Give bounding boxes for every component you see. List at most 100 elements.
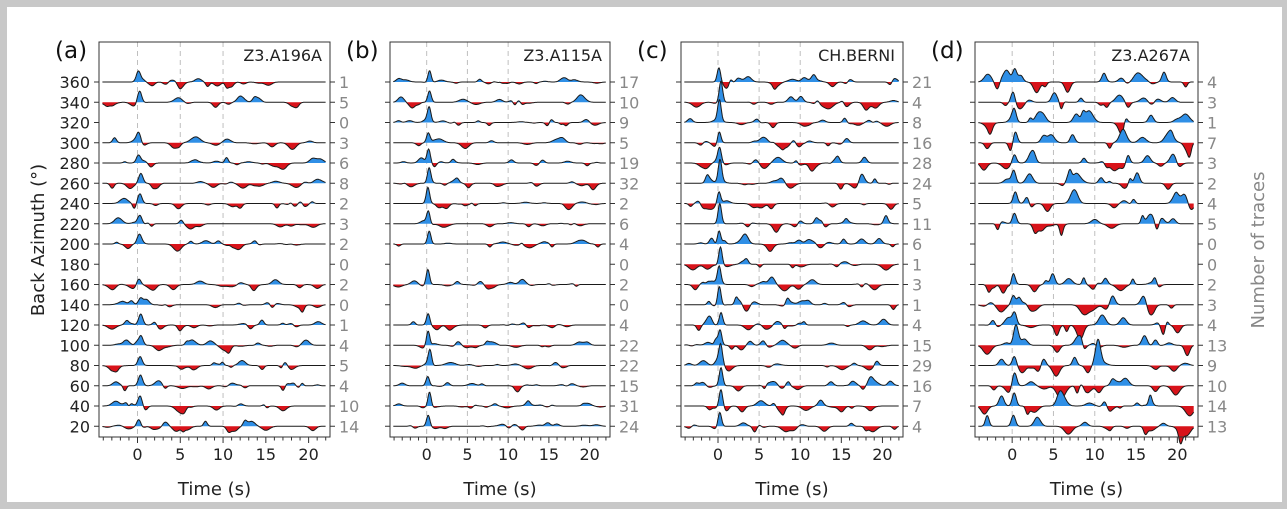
trace-line	[393, 348, 606, 370]
x-tick-label: 20	[579, 445, 599, 464]
negative-fill	[978, 345, 1194, 356]
trace-line	[684, 80, 899, 111]
negative-fill	[102, 426, 326, 433]
trace-baz-120	[393, 313, 606, 331]
negative-fill	[393, 223, 606, 228]
negative-fill	[102, 163, 326, 170]
trace-count-label: 16	[912, 134, 932, 153]
trace-count-label: 10	[619, 93, 639, 112]
trace-count-label: 2	[339, 195, 349, 214]
panel-label: (c)	[637, 38, 668, 64]
trace-line	[684, 366, 899, 392]
trace-count-label: 1	[912, 255, 922, 274]
trace-count-label: 13	[1207, 336, 1227, 355]
negative-fill	[978, 223, 1194, 236]
trace-count-label: 5	[339, 357, 349, 376]
trace-count-label: 0	[339, 296, 349, 315]
y-tick-label: 200	[59, 235, 90, 254]
trace-baz-260	[684, 158, 899, 190]
trace-baz-80	[684, 342, 899, 372]
positive-fill	[102, 91, 326, 103]
negative-fill	[393, 244, 606, 248]
y-tick-label: 220	[59, 215, 90, 234]
positive-fill	[684, 286, 899, 305]
negative-fill	[978, 203, 1194, 212]
positive-fill	[102, 297, 326, 305]
trace-baz-120	[978, 311, 1194, 340]
trace-count-label: 8	[912, 114, 922, 133]
trace-count-label: 4	[1207, 73, 1217, 92]
x-tick-label: 15	[539, 445, 559, 464]
trace-line	[978, 294, 1194, 316]
positive-fill	[978, 68, 1194, 82]
negative-fill	[684, 345, 899, 350]
trace-line	[393, 375, 606, 393]
negative-fill	[102, 102, 326, 108]
trace-baz-40	[684, 389, 899, 416]
trace-count-label: 13	[1207, 417, 1227, 436]
trace-line	[978, 67, 1194, 94]
trace-baz-140	[102, 297, 326, 313]
trace-line	[684, 389, 899, 416]
trace-count-label: 5	[339, 93, 349, 112]
x-axis-label: Time (s)	[1049, 479, 1123, 500]
axes-box	[974, 41, 1199, 438]
trace-line	[102, 356, 326, 373]
y-tick-label: 240	[59, 195, 90, 214]
trace-baz-20	[102, 419, 326, 433]
station-name: CH.BERNI	[818, 46, 895, 65]
negative-fill	[684, 304, 899, 312]
trace-count-label: 1	[1207, 114, 1217, 133]
trace-count-label: 2	[619, 195, 629, 214]
positive-fill	[393, 70, 606, 82]
trace-count-label: 4	[1207, 316, 1217, 335]
y-tick-label: 340	[59, 93, 90, 112]
trace-baz-20	[684, 411, 899, 433]
y-tick-label: 100	[59, 336, 90, 355]
trace-line	[978, 107, 1194, 135]
trace-line	[684, 329, 899, 351]
positive-fill	[978, 108, 1194, 123]
trace-count-label: 10	[339, 397, 359, 416]
x-tick-label: 15	[256, 445, 276, 464]
trace-count-label: 3	[339, 215, 349, 234]
negative-fill	[978, 304, 1194, 315]
positive-fill	[978, 415, 1194, 427]
negative-fill	[684, 122, 899, 128]
trace-count-label: 4	[1207, 195, 1217, 214]
x-tick-label: 5	[754, 445, 764, 464]
positive-fill	[684, 159, 899, 184]
negative-fill	[102, 142, 326, 150]
trace-count-label: 1	[339, 316, 349, 335]
x-tick-label: 10	[1085, 445, 1105, 464]
x-tick-label: 10	[498, 445, 518, 464]
trace-line	[684, 190, 899, 210]
positive-fill	[978, 372, 1194, 386]
trace-count-label: 22	[619, 336, 639, 355]
trace-baz-60	[978, 372, 1194, 400]
x-axis-label: Time (s)	[462, 479, 536, 500]
negative-fill	[684, 102, 899, 111]
trace-line	[393, 313, 606, 331]
trace-line	[978, 189, 1195, 213]
trace-line	[978, 338, 1194, 377]
negative-fill	[393, 365, 606, 369]
trace-count-label: 4	[619, 316, 629, 335]
trace-line	[393, 148, 606, 168]
trace-count-label: 4	[619, 235, 629, 254]
trace-baz-80	[978, 338, 1194, 377]
trace-count-label: 1	[912, 296, 922, 315]
y-tick-label: 360	[59, 73, 90, 92]
positive-fill	[978, 129, 1194, 143]
right-axis-title: Number of traces	[1248, 172, 1269, 329]
negative-fill	[978, 385, 1194, 399]
x-tick-label: 15	[1126, 445, 1146, 464]
negative-fill	[393, 325, 606, 331]
trace-count-label: 0	[1207, 255, 1217, 274]
x-tick-label: 20	[872, 445, 892, 464]
trace-count-label: 32	[619, 174, 639, 193]
positive-fill	[978, 213, 1194, 224]
trace-baz-20	[978, 414, 1195, 445]
trace-baz-200	[684, 230, 899, 252]
trace-count-label: 0	[339, 255, 349, 274]
